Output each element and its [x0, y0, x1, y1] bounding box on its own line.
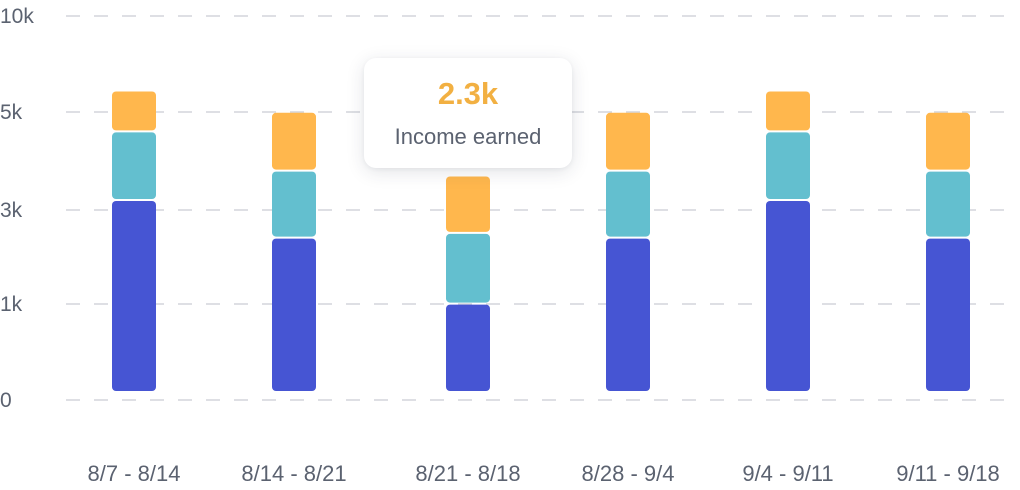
tooltip-value: 2.3k — [437, 76, 499, 111]
grid-lines — [66, 15, 1010, 401]
bar-segment[interactable] — [606, 112, 650, 170]
bars — [112, 91, 970, 391]
bar-tooltip: 2.3k Income earned — [364, 58, 572, 168]
bar-segment[interactable] — [272, 112, 316, 170]
bar-segment[interactable] — [926, 112, 970, 170]
y-tick-label: 1k — [0, 293, 23, 316]
y-tick-label: 10k — [0, 5, 34, 28]
y-tick-label: 3k — [0, 199, 23, 222]
x-tick-label: 9/11 - 9/18 — [896, 461, 1000, 486]
x-tick-label: 9/4 - 9/11 — [742, 461, 833, 486]
bar-segment[interactable] — [112, 201, 156, 391]
bar-segment[interactable] — [112, 91, 156, 131]
bar-segment[interactable] — [926, 238, 970, 391]
y-tick-label: 0 — [0, 389, 12, 412]
y-tick-label: 5k — [0, 101, 23, 124]
x-tick-label: 8/21 - 8/18 — [415, 461, 520, 486]
bar-segment[interactable] — [766, 132, 810, 199]
bar-segment[interactable] — [766, 91, 810, 131]
bar-segment[interactable] — [766, 201, 810, 391]
bar-segment[interactable] — [112, 132, 156, 199]
bar-segment[interactable] — [272, 238, 316, 391]
bar-segment[interactable] — [926, 171, 970, 237]
bar-segment[interactable] — [606, 238, 650, 391]
tooltip-label: Income earned — [394, 124, 542, 149]
bar-segment[interactable] — [446, 176, 490, 232]
x-tick-label: 8/28 - 9/4 — [582, 461, 675, 486]
bar-segment[interactable] — [446, 304, 490, 391]
bar-segment[interactable] — [272, 171, 316, 237]
x-tick-label: 8/7 - 8/14 — [88, 461, 181, 486]
x-axis-ticks: 8/7 - 8/14 8/14 - 8/21 8/21 - 8/18 8/28 - 9… — [88, 461, 1000, 486]
y-axis-ticks: 0 1k 3k 5k 10k — [0, 5, 34, 412]
bar-segment[interactable] — [606, 171, 650, 237]
x-tick-label: 8/14 - 8/21 — [241, 461, 346, 486]
bar-segment[interactable] — [446, 233, 490, 303]
